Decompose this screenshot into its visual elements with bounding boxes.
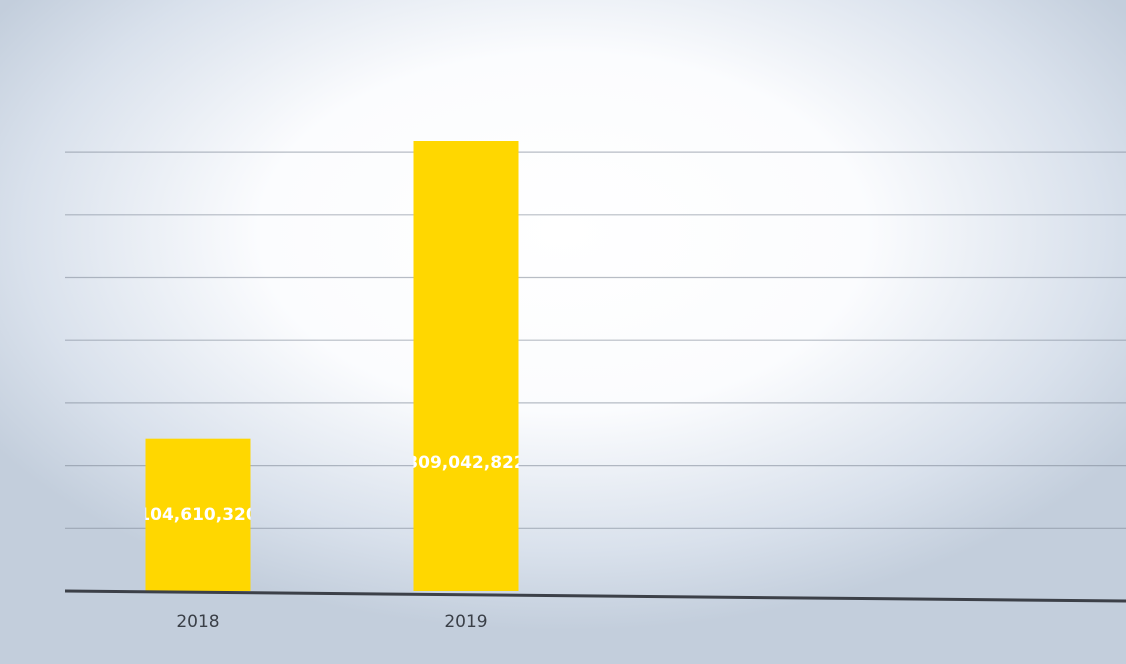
x-tick-label: 2018 [176,612,219,632]
data-label: 309,042,822 [406,453,525,473]
bar [413,141,519,591]
x-axis [64,589,1126,603]
bar [145,438,251,591]
x-tick-label: 2019 [444,612,487,632]
data-label: 104,610,320 [138,505,258,525]
